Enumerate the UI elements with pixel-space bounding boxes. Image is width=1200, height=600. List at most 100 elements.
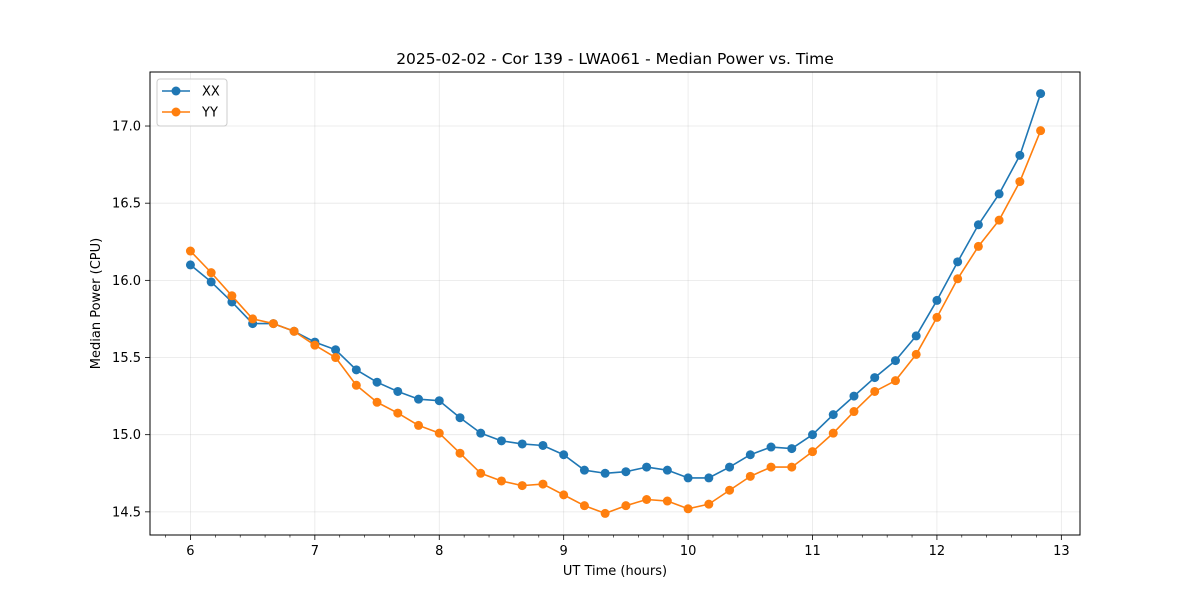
x-tick-label: 12 <box>929 544 946 559</box>
data-point-xx <box>227 297 237 307</box>
data-point-xx <box>745 450 755 460</box>
y-tick-label: 16.0 <box>112 274 141 289</box>
data-point-xx <box>434 396 444 406</box>
data-point-yy <box>517 481 527 491</box>
data-point-xx <box>642 462 652 472</box>
series-line-xx <box>189 93 1042 479</box>
data-point-yy <box>372 397 382 407</box>
data-point-xx <box>973 220 983 230</box>
data-point-yy <box>683 504 693 514</box>
data-point-xx <box>621 467 631 477</box>
data-point-xx <box>683 473 693 483</box>
data-point-yy <box>745 471 755 481</box>
data-point-yy <box>496 476 506 486</box>
data-point-xx <box>496 436 506 446</box>
x-tick-label: 6 <box>186 544 194 559</box>
data-point-yy <box>973 241 983 251</box>
data-point-xx <box>932 295 942 305</box>
data-point-xx <box>579 465 589 475</box>
data-point-yy <box>476 468 486 478</box>
data-point-xx <box>393 386 403 396</box>
data-point-xx <box>517 439 527 449</box>
data-point-yy <box>642 495 652 505</box>
data-point-yy <box>185 246 195 256</box>
data-point-yy <box>206 268 216 278</box>
data-point-xx <box>600 468 610 478</box>
data-point-yy <box>393 408 403 418</box>
data-point-xx <box>828 410 838 420</box>
data-point-xx <box>559 450 569 460</box>
data-point-yy <box>808 447 818 457</box>
data-point-xx <box>1036 89 1046 99</box>
data-point-xx <box>185 260 195 270</box>
data-point-xx <box>538 440 548 450</box>
data-point-yy <box>331 353 341 363</box>
data-point-yy <box>434 428 444 438</box>
data-point-yy <box>932 312 942 322</box>
data-point-xx <box>206 277 216 287</box>
axes-frame <box>149 71 1081 536</box>
data-point-yy <box>890 376 900 386</box>
data-point-xx <box>704 473 714 483</box>
y-tick-label: 16.5 <box>112 197 141 212</box>
data-point-yy <box>351 380 361 390</box>
data-point-xx <box>870 373 880 383</box>
data-point-xx <box>372 377 382 387</box>
x-tick-label: 7 <box>311 544 319 559</box>
data-point-yy <box>662 496 672 506</box>
data-point-yy <box>289 326 299 336</box>
data-point-xx <box>351 365 361 375</box>
x-axis-label: UT Time (hours) <box>563 564 667 579</box>
data-point-yy <box>559 490 569 500</box>
data-point-yy <box>828 428 838 438</box>
data-point-yy <box>455 448 465 458</box>
series-yy <box>185 126 1046 518</box>
data-point-xx <box>911 331 921 341</box>
data-point-xx <box>455 413 465 423</box>
y-tick-label: 15.0 <box>112 428 141 443</box>
data-point-yy <box>766 462 776 472</box>
y-axis-label: Median Power (CPU) <box>89 238 104 369</box>
legend-entry-yy: YY <box>162 106 218 121</box>
data-point-yy <box>600 508 610 518</box>
data-point-yy <box>538 479 548 489</box>
data-point-xx <box>725 462 735 472</box>
legend-entry-xx: XX <box>162 85 220 100</box>
legend-marker <box>171 86 181 96</box>
x-tick-label: 11 <box>804 544 821 559</box>
x-tick-label: 13 <box>1053 544 1070 559</box>
data-point-xx <box>766 442 776 452</box>
data-point-yy <box>1036 126 1046 136</box>
y-tick-label: 15.5 <box>112 351 141 366</box>
data-point-xx <box>849 391 859 401</box>
data-point-xx <box>476 428 486 438</box>
data-point-xx <box>1015 150 1025 160</box>
data-point-yy <box>579 501 589 511</box>
x-tick-label: 10 <box>680 544 697 559</box>
data-point-yy <box>621 501 631 511</box>
data-point-xx <box>994 189 1004 199</box>
data-point-yy <box>227 291 237 301</box>
legend-label: XX <box>202 85 220 100</box>
y-tick-label: 14.5 <box>112 505 141 520</box>
x-tick-label: 9 <box>560 544 568 559</box>
grid <box>150 72 1080 535</box>
data-point-yy <box>1015 177 1025 187</box>
data-point-xx <box>808 430 818 440</box>
legend: XX YY <box>156 78 228 127</box>
data-point-yy <box>870 386 880 396</box>
data-point-yy <box>849 407 859 417</box>
data-point-yy <box>414 420 424 430</box>
y-tick-label: 17.0 <box>112 120 141 135</box>
data-point-xx <box>414 394 424 404</box>
data-point-yy <box>268 319 278 329</box>
chart-title: 2025-02-02 - Cor 139 - LWA061 - Median P… <box>396 50 834 68</box>
data-point-xx <box>662 465 672 475</box>
data-point-xx <box>787 444 797 454</box>
data-point-yy <box>725 485 735 495</box>
ticks: 6 7 8 9 10 11 12 13 14.5 15.0 15.5 16.0 16.5 17.0 <box>112 120 1070 559</box>
data-point-yy <box>310 340 320 350</box>
data-point-xx <box>953 257 963 267</box>
data-point-yy <box>704 499 714 509</box>
